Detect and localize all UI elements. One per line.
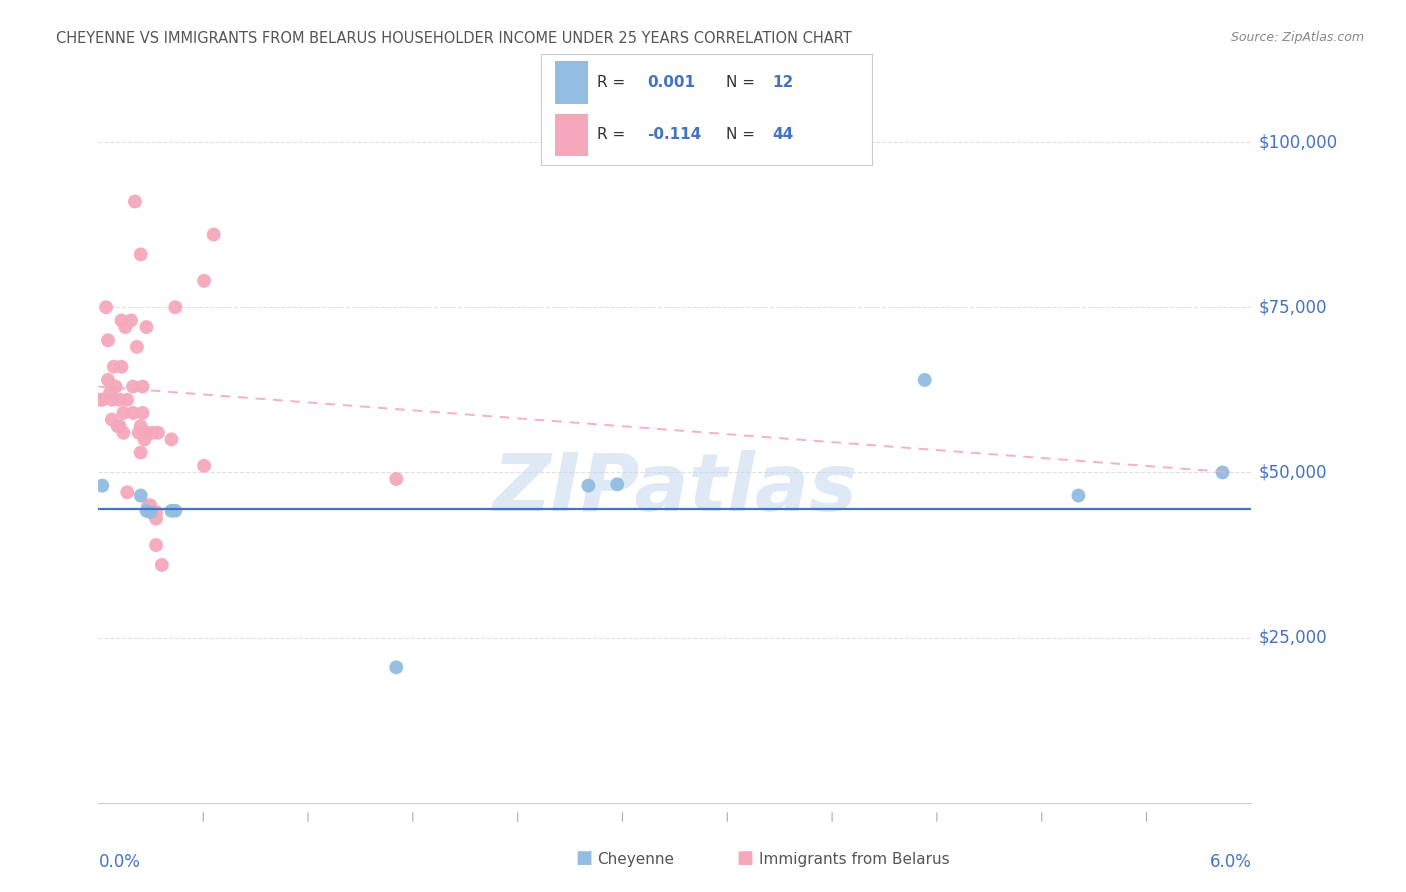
Text: ZIPatlas: ZIPatlas	[492, 450, 858, 528]
Text: Cheyenne: Cheyenne	[598, 852, 675, 867]
Point	[129, 489, 152, 503]
Point	[101, 392, 124, 407]
Text: 0.0%: 0.0%	[98, 853, 141, 871]
Point	[112, 425, 135, 440]
Point	[138, 499, 160, 513]
Point	[125, 340, 148, 354]
Point	[145, 511, 167, 525]
Point	[94, 300, 117, 314]
Text: $25,000: $25,000	[1258, 629, 1327, 647]
Point	[112, 406, 135, 420]
Text: 0.001: 0.001	[647, 75, 695, 90]
Point	[1067, 489, 1090, 503]
Text: 44: 44	[773, 128, 794, 143]
Text: R =: R =	[598, 75, 631, 90]
Point	[160, 433, 183, 447]
Point	[97, 373, 120, 387]
Text: CHEYENNE VS IMMIGRANTS FROM BELARUS HOUSEHOLDER INCOME UNDER 25 YEARS CORRELATIO: CHEYENNE VS IMMIGRANTS FROM BELARUS HOUS…	[56, 31, 852, 46]
Text: R =: R =	[598, 128, 631, 143]
Point	[193, 458, 215, 473]
Text: $75,000: $75,000	[1258, 298, 1327, 317]
Point	[114, 320, 136, 334]
Point	[131, 379, 153, 393]
Point	[165, 300, 187, 314]
Point	[129, 419, 152, 434]
Point	[150, 558, 173, 572]
FancyBboxPatch shape	[554, 62, 588, 103]
Point	[135, 320, 157, 334]
Text: Immigrants from Belarus: Immigrants from Belarus	[759, 852, 950, 867]
Point	[91, 392, 114, 407]
Point	[129, 247, 152, 261]
Point	[89, 392, 111, 407]
Point	[103, 359, 125, 374]
Point	[141, 505, 163, 519]
Point	[128, 425, 150, 440]
Point	[124, 194, 146, 209]
Point	[576, 478, 599, 492]
Text: $100,000: $100,000	[1258, 133, 1337, 151]
Point	[141, 425, 163, 440]
Point	[606, 477, 628, 491]
Text: N =: N =	[727, 75, 761, 90]
Point	[135, 504, 157, 518]
Text: 6.0%: 6.0%	[1209, 853, 1251, 871]
Point	[101, 412, 124, 426]
Point	[108, 392, 131, 407]
Point	[122, 379, 145, 393]
Point	[117, 392, 138, 407]
Point	[165, 504, 187, 518]
Text: -0.114: -0.114	[647, 128, 702, 143]
Point	[117, 485, 138, 500]
Point	[193, 274, 215, 288]
Point	[139, 499, 162, 513]
Point	[110, 313, 132, 327]
Point	[122, 406, 145, 420]
Point	[385, 660, 408, 674]
Point	[139, 501, 162, 516]
Point	[146, 425, 169, 440]
Point	[104, 379, 127, 393]
Point	[139, 505, 162, 519]
Point	[135, 425, 157, 440]
Text: $50,000: $50,000	[1258, 464, 1327, 482]
Point	[160, 504, 183, 518]
Point	[108, 419, 131, 434]
Point	[914, 373, 936, 387]
Point	[131, 406, 153, 420]
Point	[129, 445, 152, 459]
Point	[107, 419, 129, 434]
Point	[145, 538, 167, 552]
Point	[120, 313, 142, 327]
Text: 12: 12	[773, 75, 794, 90]
Point	[97, 333, 120, 347]
Point	[1211, 466, 1234, 480]
Point	[145, 505, 167, 519]
Text: Source: ZipAtlas.com: Source: ZipAtlas.com	[1230, 31, 1364, 45]
Text: ■: ■	[737, 849, 754, 867]
Point	[385, 472, 408, 486]
Point	[134, 433, 156, 447]
Point	[110, 359, 132, 374]
Text: N =: N =	[727, 128, 761, 143]
Point	[202, 227, 225, 242]
Point	[91, 478, 114, 492]
Point	[98, 386, 121, 401]
FancyBboxPatch shape	[554, 114, 588, 156]
Text: ■: ■	[575, 849, 592, 867]
